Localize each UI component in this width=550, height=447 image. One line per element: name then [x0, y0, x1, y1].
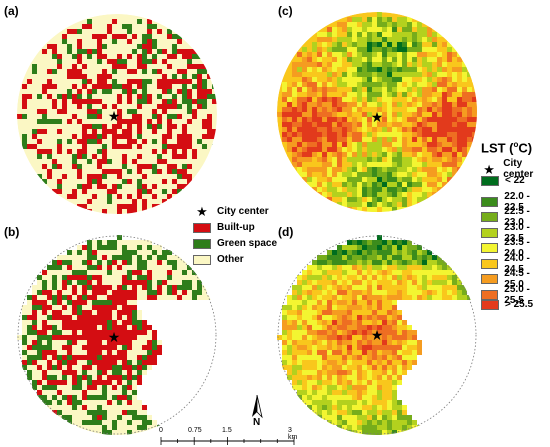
map-a-landcover: ★	[17, 14, 217, 214]
legend-other: Other	[193, 254, 244, 265]
other-swatch	[193, 254, 211, 265]
lst-class-label: < 22	[505, 175, 525, 186]
lst-legend-row: 22.5 - 23.0	[481, 206, 550, 228]
lst-legend-city-center: ★ City center	[481, 158, 550, 180]
panel-label-c: (c)	[278, 4, 293, 18]
lst-swatch	[481, 258, 499, 269]
scale-bar-line	[160, 437, 295, 445]
panel-label-b: (b)	[4, 225, 20, 239]
scale-tick-3km: 3 km	[288, 427, 298, 441]
city-center-star-icon: ★	[108, 108, 121, 124]
green-space-swatch	[193, 238, 211, 249]
city-center-star-icon: ★	[108, 329, 121, 345]
built-up-swatch	[193, 222, 211, 233]
lst-legend-row: 23.0 - 23.5	[481, 222, 550, 244]
lst-class-label: 25.0 - 25.5	[504, 283, 530, 306]
lst-swatch	[481, 243, 499, 253]
lst-legend-row: 23.5 - 24.0	[481, 237, 550, 259]
north-arrow-icon	[252, 394, 263, 419]
lst-class-label: 24.0 - 24.5	[504, 252, 530, 275]
lst-swatch	[481, 274, 499, 284]
star-icon: ★	[483, 161, 495, 177]
lst-class-label: 23.5 - 24.0	[504, 237, 530, 259]
panel-label-a: (a)	[4, 4, 19, 18]
lst-swatch	[481, 175, 499, 186]
legend-green-space: Green space	[193, 238, 277, 249]
panel-label-d: (d)	[278, 225, 294, 239]
map-c-lst: ★	[277, 12, 477, 212]
north-label: N	[253, 417, 261, 428]
lst-swatch	[481, 212, 499, 222]
lst-swatch	[481, 227, 499, 238]
lst-legend-row: < 22	[481, 175, 525, 186]
lst-swatch	[481, 289, 499, 300]
lst-legend-row: 24.5 - 25.0	[481, 268, 550, 290]
lst-legend-title: LST (oC)	[481, 140, 533, 156]
scale-tick-075: 0.75	[188, 427, 202, 434]
lst-class-label: 22.0 - 22.5	[504, 190, 530, 213]
north-arrow: N	[250, 394, 264, 429]
legend-built-up: Built-up	[193, 222, 255, 233]
legend-city-center: ★ City center	[193, 205, 269, 218]
scale-tick-15: 1.5	[222, 427, 232, 434]
lst-legend-row: 22.0 - 22.5	[481, 191, 550, 213]
lst-class-label: 22.5 - 23.0	[504, 206, 530, 228]
star-icon: ★	[196, 204, 208, 219]
city-center-star-icon: ★	[371, 109, 384, 125]
lst-legend-row: 24.0 - 24.5	[481, 253, 550, 275]
city-center-star-icon: ★	[371, 327, 384, 343]
lst-swatch	[481, 299, 499, 310]
lst-legend-row: > 25.5	[481, 299, 533, 310]
map-b-landcover: ★	[17, 235, 217, 435]
map-d-lst: ★	[277, 235, 477, 435]
lst-class-label: 24.5 - 25.0	[504, 268, 530, 290]
scale-bar: 0 0.75 1.5 3 km	[159, 425, 300, 445]
lst-class-label: > 25.5	[505, 299, 534, 310]
lst-class-label: 23.0 - 23.5	[504, 221, 530, 244]
lst-swatch	[481, 196, 499, 207]
scale-tick-0: 0	[159, 427, 163, 434]
lst-legend-row: 25.0 - 25.5	[481, 284, 550, 306]
